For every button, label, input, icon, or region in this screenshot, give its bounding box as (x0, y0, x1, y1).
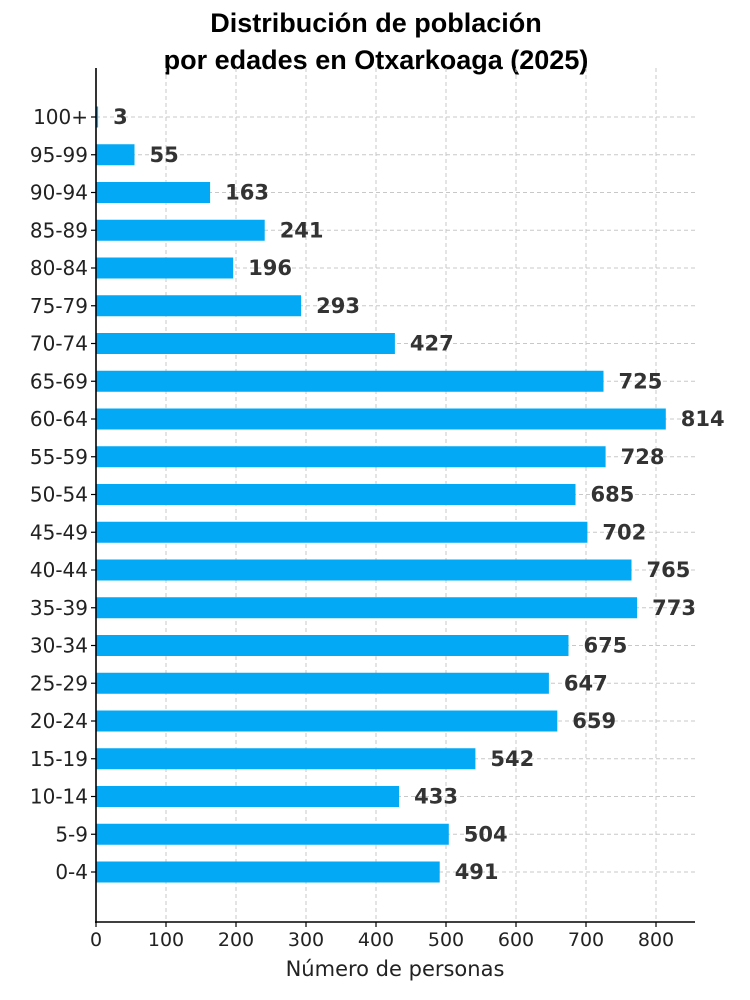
bar-85-89 (96, 219, 265, 241)
value-label-50-54: 685 (591, 483, 635, 507)
bar-45-49 (96, 521, 588, 543)
y-tick-label: 70-74 (30, 332, 88, 356)
bar-95-99 (96, 144, 135, 166)
axes (95, 68, 695, 923)
value-label-25-29: 647 (564, 671, 608, 695)
bar-55-59 (96, 446, 606, 468)
x-tick-label: 600 (498, 929, 534, 951)
y-tick-label: 5-9 (55, 822, 88, 846)
value-label-65-69: 725 (619, 369, 663, 393)
x-tick-label: 400 (358, 929, 394, 951)
x-tick-label: 500 (428, 929, 464, 951)
bar-40-44 (96, 559, 632, 581)
y-tick-label: 95-99 (30, 143, 88, 167)
bar-100+ (96, 106, 99, 128)
bar-50-54 (96, 484, 576, 505)
value-label-100+: 3 (113, 105, 128, 129)
value-label-5-9: 504 (464, 822, 508, 846)
y-tick-label: 85-89 (30, 218, 88, 242)
y-tick-label: 50-54 (30, 483, 88, 507)
bar-10-14 (96, 786, 400, 807)
bar-30-34 (96, 635, 569, 656)
y-tick-label: 80-84 (30, 256, 88, 280)
x-tick-label: 300 (288, 929, 324, 951)
value-label-0-4: 491 (455, 860, 499, 884)
bar-15-19 (96, 748, 476, 770)
y-tick-label: 75-79 (30, 294, 88, 318)
value-label-75-79: 293 (316, 294, 360, 318)
value-label-30-34: 675 (584, 634, 628, 658)
value-label-95-99: 55 (150, 143, 179, 167)
y-tick-label: 90-94 (30, 181, 88, 205)
value-label-85-89: 241 (280, 218, 324, 242)
value-label-80-84: 196 (248, 256, 292, 280)
bar-20-24 (96, 710, 558, 732)
y-tick-label: 100+ (33, 105, 88, 129)
value-label-15-19: 542 (490, 747, 534, 771)
chart-title-line-1: Distribución de población (210, 8, 542, 38)
bar-5-9 (96, 823, 449, 845)
value-label-45-49: 702 (602, 520, 646, 544)
value-label-55-59: 728 (621, 445, 665, 469)
x-tick-label: 700 (568, 929, 604, 951)
y-tick-label: 20-24 (30, 709, 88, 733)
y-tick-label: 45-49 (30, 520, 88, 544)
y-tick-label: 35-39 (30, 596, 88, 620)
ticks: 0 100 200 300 400 500 600 700 800 0-4 5-9 10-14 15-1… (30, 105, 674, 951)
bar-90-94 (96, 182, 211, 203)
y-tick-label: 30-34 (30, 634, 88, 658)
bar-75-79 (96, 295, 302, 317)
x-tick-label: 0 (90, 929, 102, 951)
bar-35-39 (96, 597, 638, 619)
bar-80-84 (96, 257, 234, 279)
y-tick-label: 15-19 (30, 747, 88, 771)
value-label-35-39: 773 (652, 596, 696, 620)
bar-25-29 (96, 672, 549, 694)
x-tick-label: 100 (148, 929, 184, 951)
y-tick-label: 25-29 (30, 671, 88, 695)
value-label-60-64: 814 (681, 407, 725, 431)
x-tick-label: 200 (218, 929, 254, 951)
value-label-20-24: 659 (572, 709, 616, 733)
y-tick-label: 10-14 (30, 785, 88, 809)
bar-65-69 (96, 370, 604, 392)
y-tick-label: 40-44 (30, 558, 88, 582)
value-label-10-14: 433 (414, 785, 458, 809)
y-tick-label: 55-59 (30, 445, 88, 469)
y-tick-label: 60-64 (30, 407, 88, 431)
x-tick-label: 800 (638, 929, 674, 951)
y-tick-label: 0-4 (55, 860, 88, 884)
value-label-40-44: 765 (647, 558, 691, 582)
value-label-70-74: 427 (410, 332, 454, 356)
bar-70-74 (96, 333, 395, 354)
value-label-90-94: 163 (225, 181, 269, 205)
x-axis-label: Número de personas (286, 957, 505, 981)
y-tick-label: 65-69 (30, 369, 88, 393)
bar-0-4 (96, 861, 440, 883)
bar-60-64 (96, 408, 666, 430)
